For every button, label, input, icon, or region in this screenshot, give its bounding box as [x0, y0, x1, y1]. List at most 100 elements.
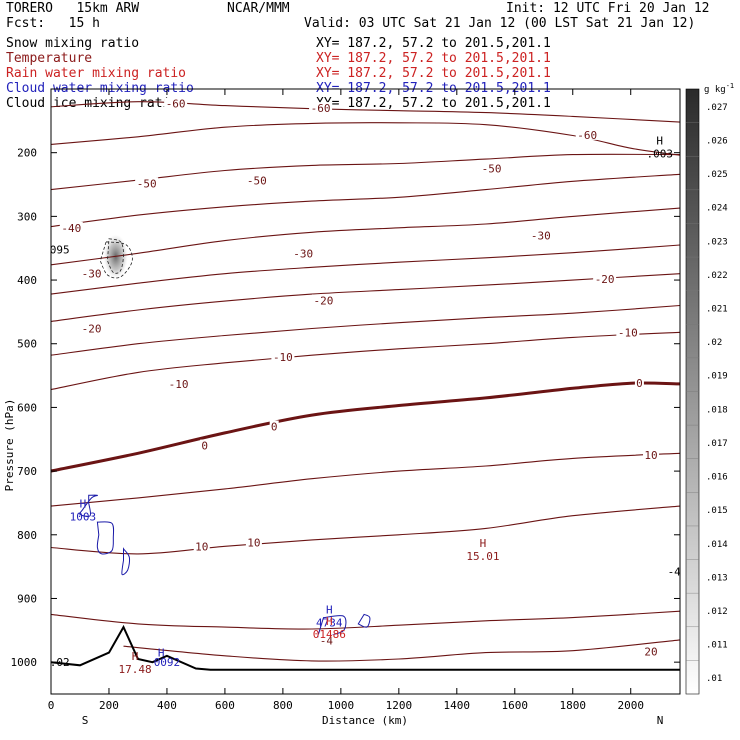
contour-label-bg — [616, 326, 640, 338]
header-init: Init: 12 UTC Fri 20 Jan 12 — [506, 1, 710, 16]
colorbar-tick-label: .015 — [706, 506, 728, 516]
temperature-contour-label: -60 — [311, 102, 331, 115]
temperature-contour-label: 0 — [201, 440, 208, 453]
x-end-label-north: N — [657, 714, 664, 727]
y-tick-label: 300 — [17, 210, 37, 223]
contour-label-bg — [643, 645, 660, 657]
header-fcst: Fcst: 15 h — [6, 16, 100, 31]
x-tick-label: 600 — [215, 699, 235, 712]
temperature-contour-label: -60 — [166, 98, 186, 111]
temperature-contour-label: 10 — [644, 449, 657, 462]
colorbar-tick-label: .023 — [706, 237, 728, 247]
maximum-marker: H — [326, 615, 333, 628]
misc-label: 0092 — [154, 656, 181, 669]
temperature-contour-label: -20 — [82, 322, 102, 335]
contour-label-bg — [291, 247, 315, 259]
contour-label-bg — [80, 267, 104, 279]
temperature-contour-label: 10 — [195, 540, 208, 553]
colorbar-tick-label: .012 — [706, 607, 728, 617]
colorbar-tick-label: .024 — [706, 204, 728, 214]
misc-label: .02 — [50, 656, 70, 669]
colorbar-ticks: .027 .026 .025 .024 .023 .022 .021 .02 .019 .018.… — [686, 103, 728, 695]
temperature-contour--10 — [50, 304, 681, 356]
temperature-contour-label: 20 — [644, 645, 657, 658]
legend-rain: Rain water mixing ratio — [6, 66, 187, 81]
contour-label-bg — [269, 420, 279, 432]
colorbar-unit: g kg-1 — [704, 82, 734, 95]
temperature-contour-label: -50 — [482, 163, 502, 176]
maximum-value: 4734 — [316, 617, 343, 630]
colorbar-unit-exponent: -1 — [726, 82, 734, 90]
x-tick-label: 2000 — [617, 699, 644, 712]
colorbar-tick-label: .027 — [706, 103, 728, 113]
temperature-contour--10 — [50, 331, 681, 391]
header-source: NCAR/MMM — [227, 1, 290, 16]
maximum-value: 1003 — [70, 510, 97, 523]
terrain-profile — [50, 624, 680, 671]
contour-label-bg — [634, 377, 644, 389]
cloud-ice-contour — [99, 241, 133, 279]
legend-temperature-xy: XY= 187.2, 57.2 to 201.5,201.1 — [316, 51, 551, 66]
contour-label-bg — [59, 221, 83, 233]
temperature-contour-label: -20 — [314, 294, 334, 307]
temperature-contour--20 — [50, 244, 681, 295]
contour-label-bg — [193, 540, 210, 552]
temperature-contour-label: -30 — [293, 247, 313, 260]
legend-rain-xy: XY= 187.2, 57.2 to 201.5,201.1 — [316, 66, 551, 81]
cloud-water-contour — [96, 521, 115, 555]
x-tick-label: 1200 — [386, 699, 413, 712]
colorbar-tick-label: .011 — [706, 641, 728, 651]
maximum-marker: H — [80, 497, 87, 510]
temperature-contour-label: -4 — [320, 635, 334, 648]
terrain-line — [50, 624, 680, 671]
x-axis: 0 200 400 600 800 1000 1200 1400 1600 1800 2000 — [48, 89, 644, 712]
contour-label-bg — [480, 162, 504, 174]
temperature-contour--30 — [50, 207, 681, 266]
temperature-contour-label: -20 — [595, 273, 615, 286]
x-tick-label: 1800 — [560, 699, 587, 712]
maximum-marker: H — [480, 537, 487, 550]
y-tick-label: 400 — [17, 274, 37, 287]
contour-label-bg — [80, 322, 104, 334]
temperature-contour--60 — [50, 122, 681, 156]
y-tick-label: 500 — [17, 338, 37, 351]
contour-label-bg — [135, 177, 159, 189]
contour-label-bg — [309, 102, 333, 114]
y-tick-label: 1000 — [11, 656, 38, 669]
x-tick-label: 1600 — [502, 699, 529, 712]
x-axis-label: Distance (km) — [322, 714, 408, 727]
misc-label: 095 — [50, 243, 70, 256]
misc-label: H — [158, 647, 165, 660]
colorbar-tick-label: .025 — [706, 170, 728, 180]
legend-snow-xy: XY= 187.2, 57.2 to 201.5,201.1 — [316, 36, 551, 51]
x-tick-label: 1400 — [444, 699, 471, 712]
temperature-contour-10 — [50, 505, 681, 555]
colorbar-tick-label: .022 — [706, 271, 728, 281]
y-tick-label: 900 — [17, 592, 37, 605]
temperature-contour-label: 0 — [636, 377, 643, 390]
colorbar-tick-label: .019 — [706, 372, 728, 382]
colorbar-tick-label: .021 — [706, 304, 728, 314]
colorbar-unit-text: g kg — [704, 85, 726, 95]
cloud-water-contour — [79, 494, 98, 517]
temperature-contour-label: -40 — [61, 222, 81, 235]
temperature-contour-label: 0 — [271, 421, 278, 434]
colorbar-tick-label: .016 — [706, 473, 728, 483]
header-valid: Valid: 03 UTC Sat 21 Jan 12 (00 LST Sat … — [304, 16, 696, 31]
maximum-marker: H — [326, 604, 333, 617]
legend-snow: Snow mixing ratio — [6, 36, 140, 51]
temperature-contour-label: -60 — [577, 129, 597, 142]
contour-label-bg — [200, 439, 210, 451]
colorbar-tick-label: .017 — [706, 439, 728, 449]
y-axis-label: Pressure (hPa) — [3, 399, 16, 492]
x-tick-label: 1000 — [328, 699, 355, 712]
x-end-label-south: S — [82, 714, 89, 727]
y-tick-label: 600 — [17, 401, 37, 414]
contour-label-bg — [593, 272, 617, 284]
temperature-contour--20 — [50, 273, 681, 322]
temperature-contour-label: -50 — [247, 175, 267, 188]
contour-label-bg — [575, 128, 599, 140]
y-tick-label: 700 — [17, 465, 37, 478]
